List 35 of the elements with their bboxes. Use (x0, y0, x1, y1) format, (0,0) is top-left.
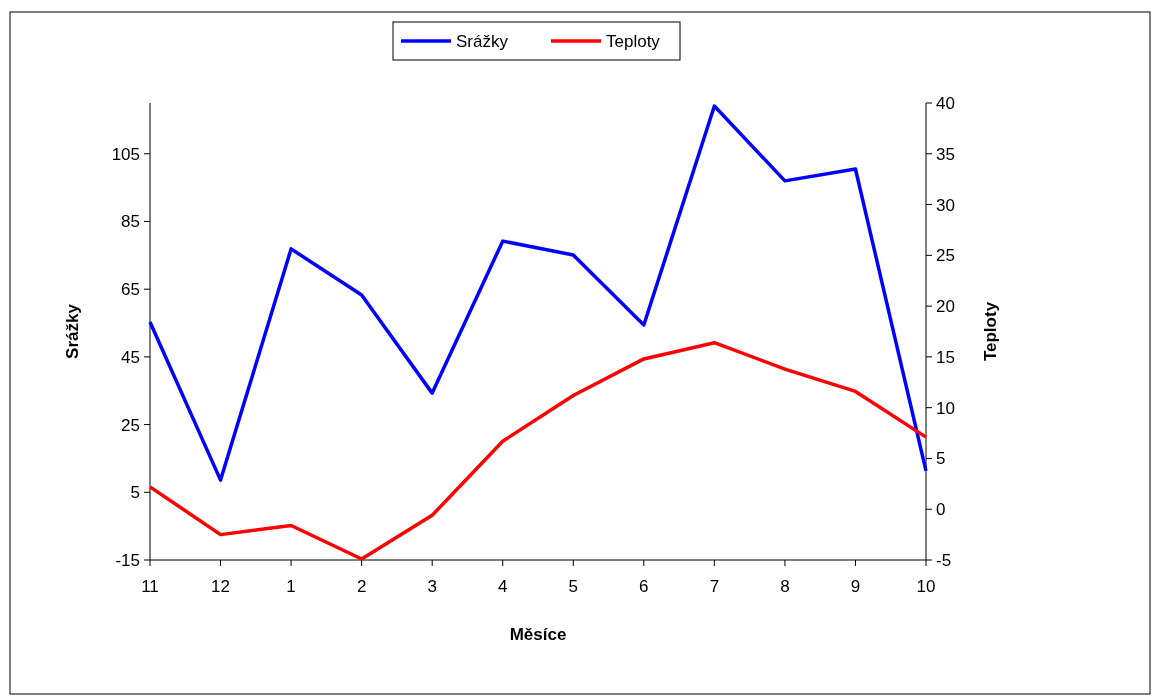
y-tick-label: 105 (111, 144, 140, 164)
x-tick-label: 4 (497, 577, 508, 596)
y2-axis-title: Teploty (981, 301, 1000, 362)
y2-tick-label: 0 (936, 500, 946, 520)
x-tick-label: 9 (850, 577, 861, 596)
y2-tick-label: 40 (936, 93, 955, 113)
legend-label: Srážky (456, 31, 509, 51)
y2-tick-label: 20 (936, 297, 955, 317)
y-tick-label: 45 (121, 347, 140, 367)
legend-label: Teploty (606, 31, 661, 51)
x-tick-label: 10 (916, 577, 936, 596)
y-tick-label: 25 (121, 415, 140, 435)
y-tick-label: -15 (115, 550, 140, 570)
y2-tick-label: -5 (936, 550, 952, 570)
x-tick-label: 12 (211, 577, 231, 596)
x-tick-label: 3 (427, 577, 437, 596)
x-tick-label: 2 (356, 577, 367, 596)
y2-tick-label: 25 (936, 246, 955, 266)
y2-tick-label: 10 (936, 398, 955, 418)
y-axis-title: Srážky (63, 303, 82, 359)
x-tick-label: 7 (709, 577, 720, 596)
y-tick-label: 5 (130, 483, 140, 503)
line-series (148, 104, 928, 482)
x-tick-label: 5 (568, 577, 579, 596)
y2-tick-label: 30 (936, 195, 955, 215)
x-axis-title: Měsíce (509, 625, 567, 644)
y-tick-label: 85 (121, 212, 140, 232)
y2-tick-label: 15 (936, 347, 955, 367)
y2-tick-label: 35 (936, 144, 955, 164)
x-tick-label: 6 (639, 577, 649, 596)
x-tick-label: 8 (780, 577, 790, 596)
y-tick-label: 65 (121, 280, 140, 300)
y2-tick-label: 5 (936, 449, 946, 469)
x-tick-label: 11 (141, 577, 159, 596)
x-tick-label: 1 (286, 577, 296, 596)
